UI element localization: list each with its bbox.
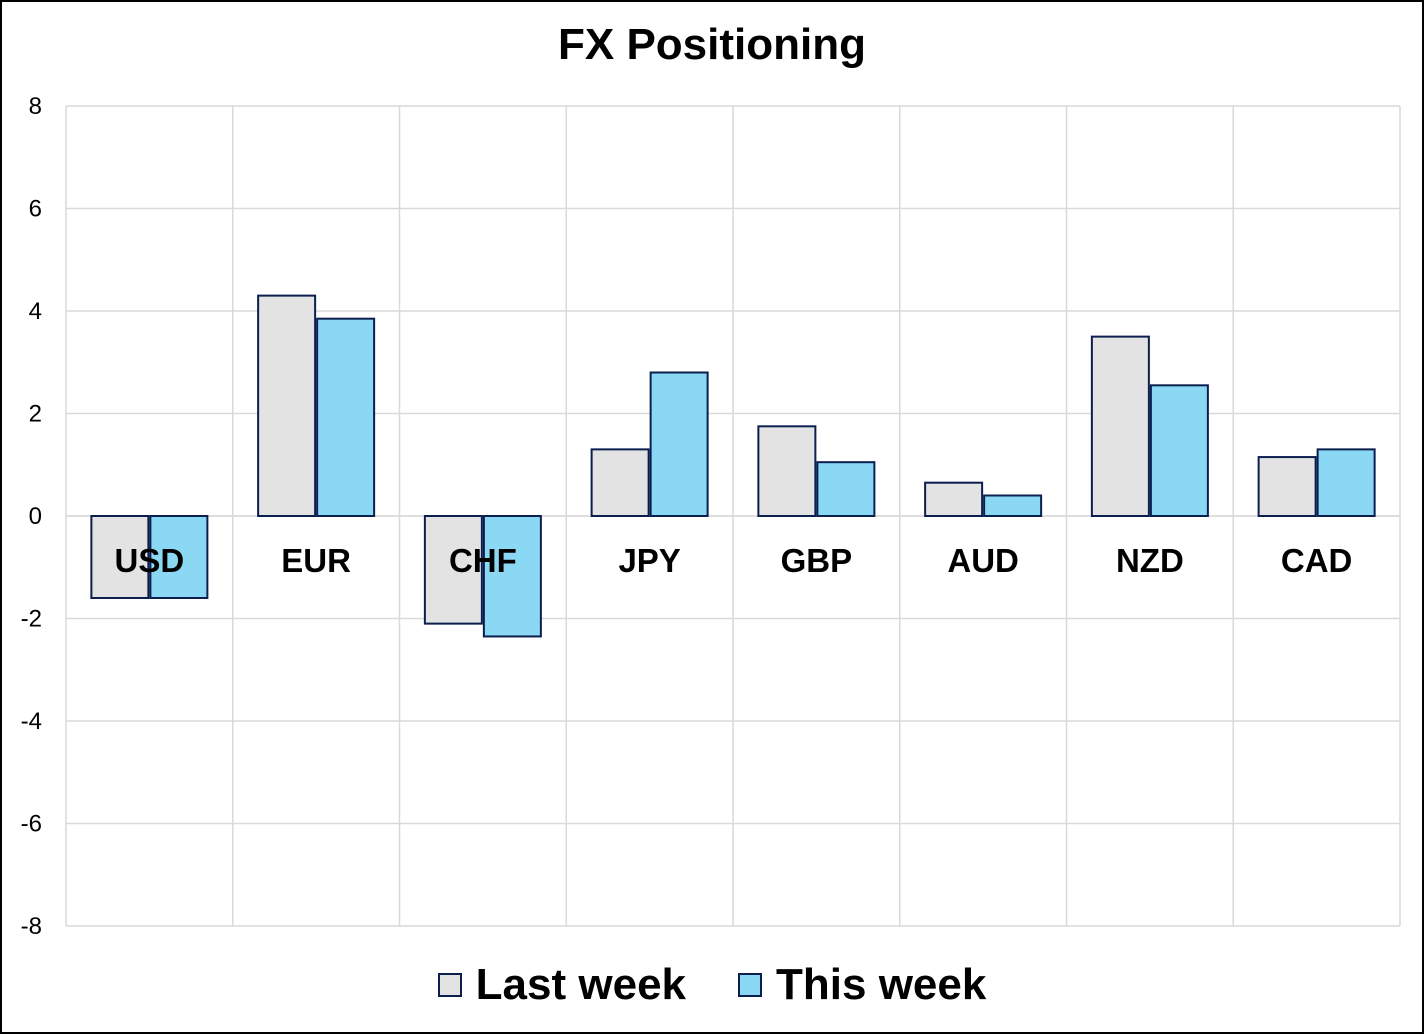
bar-this-week-chf (482, 515, 542, 638)
bar-last-week-eur (257, 294, 317, 517)
bar-this-week-usd (149, 515, 209, 599)
bar-this-week-nzd (1149, 384, 1209, 517)
category-labels: USD EUR CHF JPY GBP AUD NZD CAD (115, 542, 1353, 579)
bar-last-week-chf (423, 515, 483, 625)
legend: Last week This week (2, 960, 1422, 1010)
category-label-nzd: NZD (1116, 542, 1184, 579)
legend-item-last-week: Last week (437, 960, 687, 1010)
y-tick-label: 4 (29, 298, 42, 325)
category-label-jpy: JPY (618, 542, 680, 579)
y-tick-label: -6 (21, 811, 42, 838)
y-tick-label: -8 (21, 913, 42, 940)
bar-last-week-nzd (1090, 335, 1150, 517)
bar-this-week-cad (1316, 448, 1376, 517)
legend-label-this-week: This week (776, 960, 987, 1009)
category-label-usd: USD (115, 542, 185, 579)
legend-item-this-week: This week (738, 960, 986, 1010)
bar-last-week-gbp (757, 425, 817, 517)
bar-last-week-aud (924, 481, 984, 517)
category-label-cad: CAD (1281, 542, 1353, 579)
y-tick-label: 6 (29, 196, 42, 223)
category-label-gbp: GBP (781, 542, 853, 579)
bar-this-week-gbp (816, 461, 876, 517)
chart-title: FX Positioning (558, 20, 866, 69)
bar-this-week-aud (983, 494, 1043, 517)
y-tick-label: -2 (21, 606, 42, 633)
legend-swatch-last-week (437, 973, 462, 997)
bar-this-week-jpy (649, 371, 709, 517)
legend-label-last-week: Last week (475, 960, 687, 1009)
legend-swatch-this-week (738, 973, 763, 997)
y-tick-label: -4 (21, 708, 42, 735)
bar-last-week-cad (1257, 456, 1317, 517)
category-label-chf: CHF (449, 542, 517, 579)
bar-series (90, 294, 1376, 638)
bar-last-week-usd (90, 515, 150, 599)
y-axis-ticks: 8 6 4 2 0 -2 -4 -6 -8 (21, 93, 42, 940)
bar-this-week-eur (316, 317, 376, 517)
y-tick-label: 8 (29, 93, 42, 120)
y-tick-label: 0 (29, 503, 42, 530)
category-label-aud: AUD (947, 542, 1019, 579)
category-label-eur: EUR (281, 542, 351, 579)
y-tick-label: 2 (29, 401, 42, 428)
bar-last-week-jpy (590, 448, 650, 517)
